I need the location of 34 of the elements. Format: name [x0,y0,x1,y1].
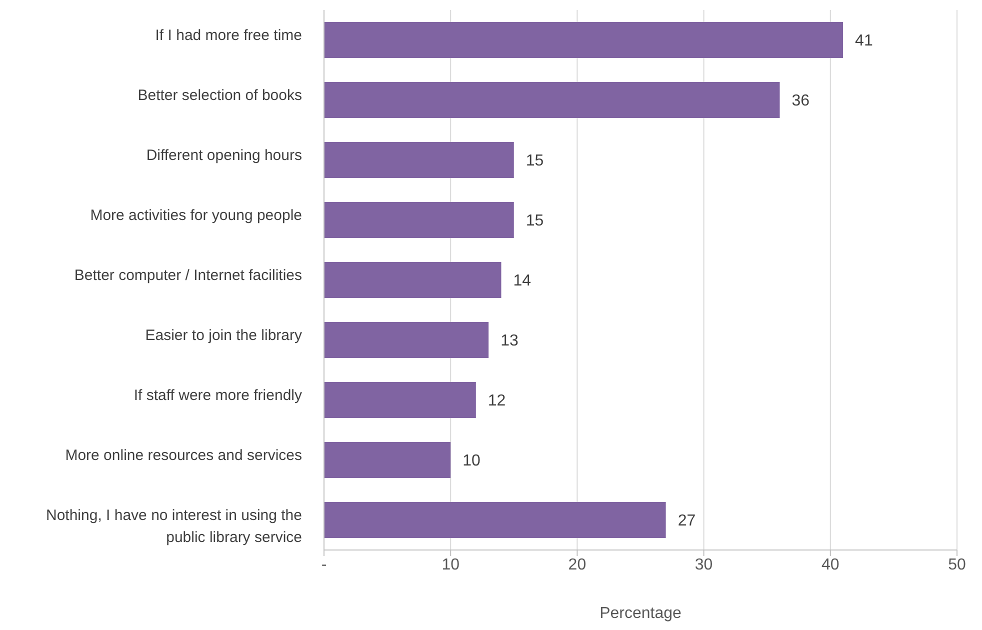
data-label: 12 [488,392,506,410]
bar [324,502,666,538]
y-tick-label: Easier to join the library [145,327,302,344]
bar [324,322,489,358]
x-tick-label: 50 [948,556,966,574]
y-tick-label: More activities for young people [90,207,302,224]
x-tick-label: 30 [694,556,713,574]
bar [324,202,514,238]
y-tick-label: If I had more free time [155,27,302,44]
x-tick-label: 20 [568,556,586,574]
y-tick-label: Different opening hours [146,147,302,164]
y-tick-label: If staff were more friendly [134,387,302,404]
x-tick-label: - [321,556,327,574]
data-label: 13 [500,332,518,350]
bar [324,382,476,418]
data-label: 14 [513,272,532,290]
bar [324,82,780,118]
data-label: 15 [526,212,544,230]
data-label: 36 [792,92,810,110]
y-tick-label: Better computer / Internet facilities [74,267,302,284]
bar [324,22,844,58]
data-label: 15 [526,152,544,170]
bar [324,262,502,298]
x-tick-label: 10 [442,556,460,574]
x-tick-label: 40 [822,556,840,574]
x-axis-title: Percentage [600,605,682,622]
data-label: 10 [462,452,480,470]
data-label: 41 [855,32,873,50]
y-tick-label: More online resources and services [65,447,302,464]
y-tick-label: Nothing, I have no interest in using the public library service [46,507,302,546]
y-tick-label: Better selection of books [138,87,302,104]
bar [324,142,514,178]
data-label: 27 [678,512,696,530]
bar [324,442,451,478]
